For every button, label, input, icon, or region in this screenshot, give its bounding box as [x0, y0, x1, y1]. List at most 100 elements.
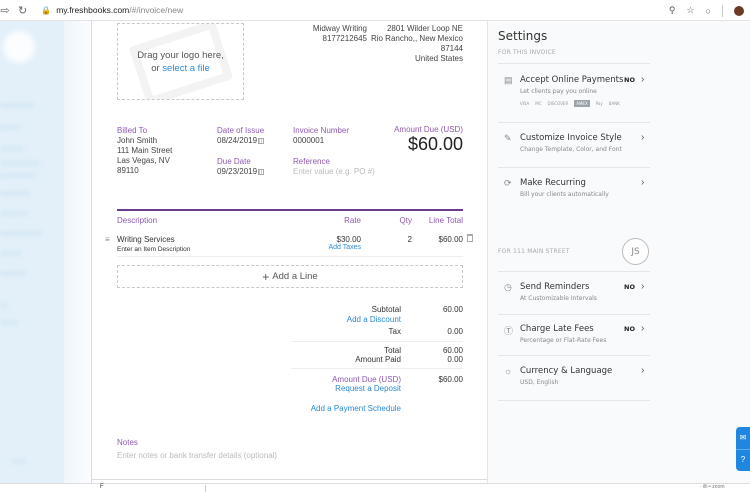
company-name: Midway Writing: [312, 24, 367, 33]
invoice-bottom-border: [92, 479, 487, 480]
item-rate-input[interactable]: $30.00: [336, 235, 361, 244]
address-bar[interactable]: my.freshbooks.com/#/invoice/new: [56, 5, 183, 15]
sidebar-item[interactable]: [0, 303, 8, 308]
settings-panel: Settings FOR THIS INVOICE ▤ Accept Onlin…: [488, 21, 750, 483]
item-description-input[interactable]: Enter an Item Description: [117, 246, 191, 253]
add-line-label: Add a Line: [272, 271, 318, 282]
calendar-icon[interactable]: [258, 137, 265, 144]
address-line: United States: [414, 54, 463, 63]
setting-charge-late-fees[interactable]: Ⓣ Charge Late Fees NO › Percentage or Fl…: [498, 323, 650, 352]
sidebar-logo: [3, 31, 35, 63]
setting-accept-online-payments[interactable]: ▤ Accept Online Payments NO › Let client…: [498, 74, 650, 115]
setting-status: NO: [624, 325, 635, 333]
tax-label: Tax: [388, 327, 401, 336]
profile-avatar[interactable]: [734, 5, 744, 16]
sidebar-item[interactable]: [0, 191, 30, 196]
sidebar-item[interactable]: [0, 125, 20, 130]
back-icon[interactable]: ⇨: [0, 4, 10, 17]
setting-make-recurring[interactable]: ⟳ Make Recurring › Bill your clients aut…: [498, 177, 650, 206]
sidebar-settings[interactable]: [12, 459, 26, 464]
totals-divider: [291, 341, 463, 342]
taskbar-item: F: [100, 484, 104, 490]
setting-subtitle: Change Template, Color, and Font: [520, 146, 622, 153]
billed-to[interactable]: Billed To John Smith 111 Main Street Las…: [117, 126, 172, 176]
setting-status: NO: [624, 283, 635, 291]
header-description: Description: [117, 216, 158, 225]
request-deposit-link[interactable]: Request a Deposit: [335, 384, 401, 393]
sidebar-item[interactable]: [0, 251, 22, 256]
sidebar-item[interactable]: [0, 103, 34, 108]
client-avatar[interactable]: JS: [622, 238, 649, 265]
payment-card-logos: VISA MC DISCOVER AMEX Pay BANK: [520, 100, 620, 107]
add-taxes-link[interactable]: Add Taxes: [328, 244, 361, 251]
add-line-button[interactable]: + Add a Line: [117, 265, 463, 288]
setting-name: Currency & Language: [520, 366, 613, 376]
sidebar-item[interactable]: [0, 161, 40, 166]
help-widget[interactable]: ✉ ?: [736, 427, 750, 471]
row-divider: [117, 256, 463, 257]
globe-icon: ☼: [504, 366, 513, 376]
logo-drop-text: Drag your logo here,: [137, 49, 224, 61]
date-of-issue-input[interactable]: 08/24/2019: [217, 136, 258, 145]
toolbar-divider: [722, 4, 723, 17]
select-file-link[interactable]: select a file: [162, 62, 210, 74]
megaphone-icon[interactable]: ✉: [739, 433, 747, 442]
item-name-input[interactable]: Writing Services: [117, 235, 175, 244]
due-date-label: Due Date: [217, 157, 251, 166]
billed-to-label: Billed To: [117, 126, 148, 135]
sidebar-item[interactable]: [0, 231, 42, 236]
sidebar-item[interactable]: [0, 271, 26, 276]
chevron-right-icon: ›: [641, 281, 645, 292]
client-city: Las Vegas, NV: [117, 156, 170, 165]
item-line-total: $60.00: [438, 235, 463, 244]
alarm-icon: ◷: [504, 282, 512, 292]
setting-subtitle: USD, English: [520, 379, 559, 386]
sidebar-item[interactable]: [0, 320, 18, 325]
company-address[interactable]: 2801 Wilder Loop NE Rio Rancho,, New Mex…: [371, 24, 463, 64]
setting-customize-invoice-style[interactable]: ✎ Customize Invoice Style › Change Templ…: [498, 132, 650, 161]
section-for-this-invoice: FOR THIS INVOICE: [498, 49, 556, 56]
logo-dropzone[interactable]: Drag your logo here, or select a file: [117, 23, 244, 100]
total-value: 60.00: [442, 346, 463, 355]
extension-icon[interactable]: ○: [705, 5, 711, 16]
notes-input[interactable]: Enter notes or bank transfer details (op…: [117, 451, 278, 460]
sidebar-item[interactable]: [0, 173, 36, 178]
item-qty-input[interactable]: 2: [407, 235, 412, 244]
footer-divider: [205, 485, 206, 492]
setting-subtitle: Bill your clients automatically: [520, 191, 609, 198]
setting-subtitle: Let clients pay you online: [520, 88, 597, 95]
discover-icon: DISCOVER: [547, 101, 569, 106]
key-icon[interactable]: ⚲: [668, 5, 676, 15]
client-street: 111 Main Street: [117, 146, 173, 155]
line-items-rule: [117, 209, 463, 211]
chevron-right-icon: ›: [641, 132, 645, 143]
setting-name: Make Recurring: [520, 178, 586, 188]
setting-status: NO: [624, 76, 635, 84]
company-contact[interactable]: Midway Writing 8177212645: [313, 24, 367, 44]
subtotal-value: 60.00: [442, 305, 463, 314]
setting-currency-language[interactable]: ☼ Currency & Language › USD, English: [498, 365, 650, 394]
invoice-number-input[interactable]: 0000001: [293, 136, 325, 145]
apple-pay-icon: Pay: [595, 101, 603, 106]
setting-send-reminders[interactable]: ◷ Send Reminders NO › At Customizable In…: [498, 281, 650, 310]
trash-icon[interactable]: [467, 234, 473, 242]
calendar-icon[interactable]: [258, 168, 265, 175]
reload-icon[interactable]: ↻: [18, 4, 28, 17]
amount-due-value: $60.00: [407, 134, 463, 154]
sidebar-item[interactable]: [0, 146, 24, 151]
star-icon[interactable]: ☆: [686, 5, 695, 15]
drag-handle-icon[interactable]: ≡: [105, 235, 110, 244]
client-name: John Smith: [117, 136, 158, 145]
reference-input[interactable]: Enter value (e.g. PO #): [293, 167, 375, 176]
sidebar-item[interactable]: [0, 211, 28, 216]
due-date: Due Date 09/23/2019: [217, 157, 265, 177]
image-placeholder-icon: [128, 24, 234, 99]
amount-due-label: Amount Due (USD): [394, 125, 463, 134]
plus-icon: +: [262, 269, 270, 284]
due-date-input[interactable]: 09/23/2019: [217, 167, 258, 176]
totals-amount-due-label: Amount Due (USD): [332, 375, 401, 384]
help-icon[interactable]: ?: [740, 455, 746, 464]
amex-icon: AMEX: [574, 100, 590, 107]
add-discount-link[interactable]: Add a Discount: [346, 315, 401, 324]
add-payment-schedule-link[interactable]: Add a Payment Schedule: [310, 404, 401, 413]
